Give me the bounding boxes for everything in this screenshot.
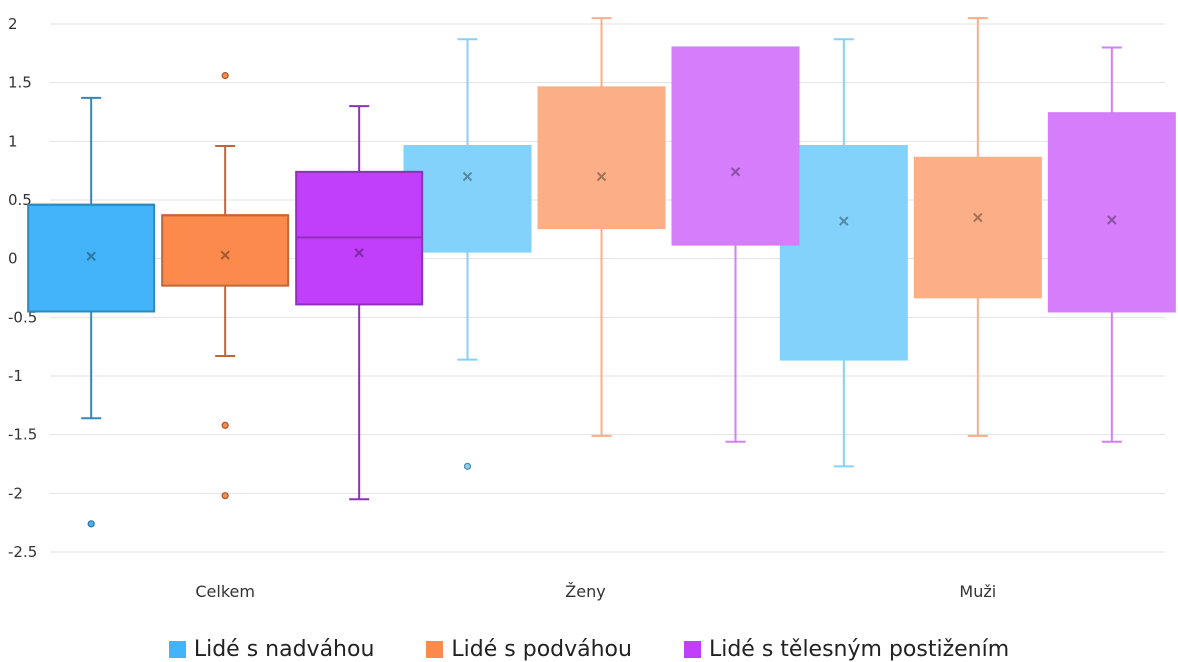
outlier-point xyxy=(87,520,95,528)
y-tick-label: -2.5 xyxy=(8,543,37,561)
chart-canvas: 2 1.5 1 0.5 0 -0.5 -1 -1.5 -2 -2.5 Celkem Ženy Muži xyxy=(8,15,1176,601)
x-category-label: Celkem xyxy=(195,582,255,601)
mean-marker xyxy=(220,250,230,260)
outlier-point xyxy=(221,72,229,80)
mean-marker xyxy=(1107,215,1117,225)
box-2-0 xyxy=(295,105,424,501)
iqr-box xyxy=(161,214,290,287)
mean-marker xyxy=(730,167,741,177)
legend-label: Lidé s nadváhou xyxy=(193,636,375,662)
legend-item: Lidé s nadváhou xyxy=(168,636,375,662)
iqr-box xyxy=(1047,112,1176,313)
mean-marker xyxy=(86,251,96,262)
outlier-point xyxy=(463,462,472,470)
legend-item: Lidé s podváhou xyxy=(426,637,632,662)
legend-label: Lidé s tělesným postižením xyxy=(708,636,1010,662)
y-tick-label: 1.5 xyxy=(8,74,32,92)
iqr-box xyxy=(27,203,156,313)
y-tick-label: 0.5 xyxy=(8,191,32,209)
mean-marker xyxy=(973,212,983,223)
legend-swatch xyxy=(168,640,186,658)
iqr-box xyxy=(779,145,908,361)
y-tick-label: -1 xyxy=(8,367,23,385)
box-2-2 xyxy=(1047,46,1176,443)
mean-marker xyxy=(462,171,473,182)
iqr-box xyxy=(403,145,532,253)
box-2-1 xyxy=(671,46,800,443)
box-1-1 xyxy=(537,17,666,437)
box-0-0 xyxy=(27,96,156,528)
legend-swatch xyxy=(426,640,444,658)
box-0-2 xyxy=(779,38,908,468)
chart-legend: Lidé s nadváhou Lidé s podváhou Lidé s těl… xyxy=(0,636,1178,662)
y-tick-label: -1.5 xyxy=(8,426,37,444)
mean-marker xyxy=(596,171,607,182)
y-tick-label: 0 xyxy=(8,250,18,268)
legend-item: Lidé s tělesným postižením xyxy=(683,636,1010,662)
box-0-1 xyxy=(403,38,532,470)
legend-swatch xyxy=(683,640,701,658)
x-category-label: Muži xyxy=(959,582,996,601)
y-tick-label: -2 xyxy=(8,484,23,502)
legend-label: Lidé s podváhou xyxy=(451,636,632,662)
iqr-box xyxy=(671,46,800,246)
outlier-point xyxy=(221,421,229,429)
y-tick-label: -0.5 xyxy=(8,308,37,326)
mean-marker xyxy=(839,216,849,226)
box-1-2 xyxy=(913,17,1042,437)
box-1-0 xyxy=(161,72,290,500)
mean-marker xyxy=(354,248,364,258)
x-category-label: Ženy xyxy=(565,582,605,601)
y-tick-label: 2 xyxy=(8,15,18,33)
outlier-point xyxy=(221,492,229,500)
y-tick-label: 1 xyxy=(8,132,18,150)
